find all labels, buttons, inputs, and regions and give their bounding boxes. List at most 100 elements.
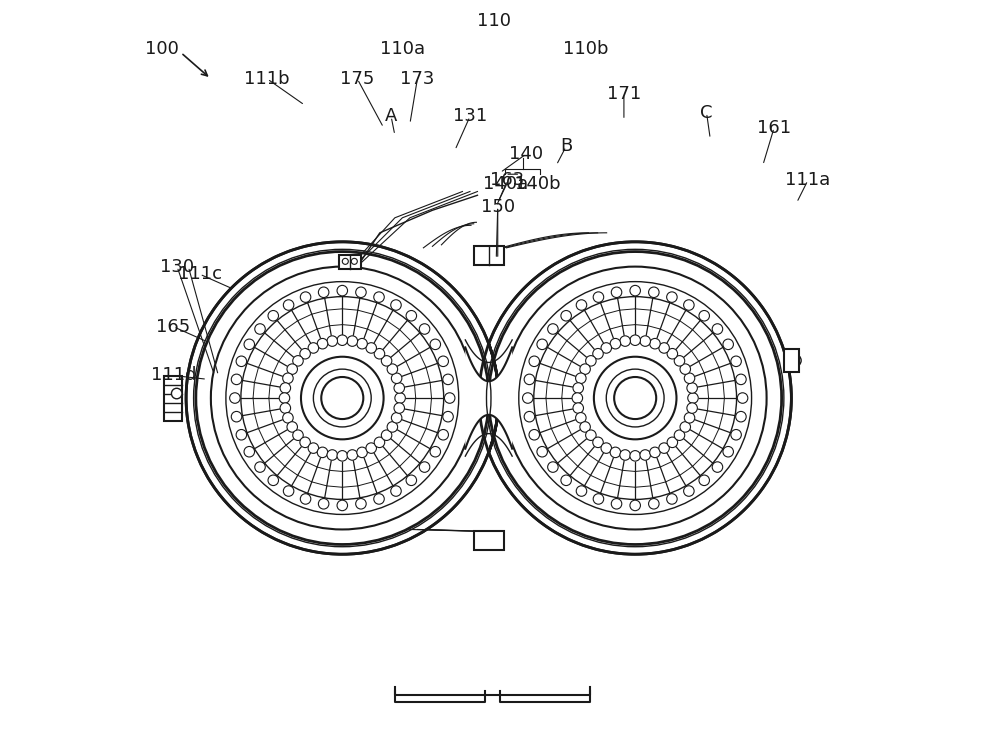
Circle shape bbox=[580, 364, 590, 375]
Circle shape bbox=[293, 430, 303, 440]
Circle shape bbox=[680, 364, 691, 375]
Circle shape bbox=[391, 300, 401, 310]
Circle shape bbox=[337, 335, 348, 345]
Circle shape bbox=[317, 339, 328, 349]
Circle shape bbox=[687, 383, 697, 394]
Text: 161: 161 bbox=[757, 119, 791, 137]
Circle shape bbox=[327, 336, 338, 346]
Text: 165: 165 bbox=[156, 318, 190, 336]
Circle shape bbox=[620, 336, 630, 346]
Circle shape bbox=[351, 258, 357, 264]
Circle shape bbox=[327, 450, 338, 460]
Circle shape bbox=[366, 443, 376, 454]
Circle shape bbox=[667, 437, 678, 448]
Circle shape bbox=[268, 310, 279, 321]
Text: C: C bbox=[700, 104, 713, 122]
Circle shape bbox=[381, 430, 392, 440]
Circle shape bbox=[321, 377, 363, 419]
Circle shape bbox=[318, 287, 329, 297]
Circle shape bbox=[391, 412, 402, 423]
Circle shape bbox=[337, 500, 348, 511]
Circle shape bbox=[283, 412, 293, 423]
Text: 111a: 111a bbox=[785, 171, 831, 189]
Circle shape bbox=[573, 403, 583, 413]
FancyBboxPatch shape bbox=[474, 532, 504, 550]
Circle shape bbox=[347, 450, 358, 460]
Circle shape bbox=[443, 374, 453, 385]
Circle shape bbox=[712, 324, 723, 334]
Circle shape bbox=[576, 486, 587, 496]
Circle shape bbox=[610, 447, 621, 457]
Circle shape bbox=[576, 412, 586, 423]
Circle shape bbox=[287, 422, 297, 433]
Circle shape bbox=[387, 364, 398, 375]
Circle shape bbox=[394, 403, 404, 413]
Circle shape bbox=[374, 348, 385, 359]
Circle shape bbox=[737, 393, 748, 403]
Circle shape bbox=[593, 437, 603, 448]
Circle shape bbox=[524, 412, 535, 422]
Circle shape bbox=[280, 403, 291, 413]
Text: 150: 150 bbox=[481, 198, 515, 216]
Text: 163: 163 bbox=[490, 171, 525, 189]
Circle shape bbox=[366, 342, 376, 353]
Circle shape bbox=[640, 336, 650, 346]
Circle shape bbox=[230, 393, 240, 403]
Circle shape bbox=[337, 285, 348, 296]
Circle shape bbox=[308, 443, 319, 454]
Circle shape bbox=[419, 324, 430, 334]
Circle shape bbox=[231, 412, 242, 422]
Circle shape bbox=[280, 383, 291, 394]
Circle shape bbox=[438, 356, 448, 366]
Circle shape bbox=[601, 342, 612, 353]
Circle shape bbox=[255, 462, 265, 472]
Circle shape bbox=[580, 422, 590, 433]
Circle shape bbox=[561, 475, 571, 486]
Circle shape bbox=[561, 310, 571, 321]
Circle shape bbox=[640, 450, 650, 460]
Circle shape bbox=[537, 339, 547, 350]
Circle shape bbox=[529, 430, 540, 440]
Circle shape bbox=[712, 462, 723, 472]
Circle shape bbox=[593, 292, 604, 303]
Circle shape bbox=[318, 499, 329, 509]
Circle shape bbox=[268, 475, 279, 486]
Circle shape bbox=[630, 285, 640, 296]
FancyBboxPatch shape bbox=[164, 376, 182, 421]
Circle shape bbox=[283, 486, 294, 496]
Text: 140a: 140a bbox=[483, 175, 528, 193]
Circle shape bbox=[674, 356, 685, 366]
Circle shape bbox=[391, 373, 402, 384]
Polygon shape bbox=[465, 348, 512, 448]
Text: 130: 130 bbox=[160, 258, 194, 276]
Circle shape bbox=[659, 342, 669, 353]
Circle shape bbox=[374, 292, 384, 303]
Circle shape bbox=[601, 443, 612, 454]
Circle shape bbox=[650, 447, 660, 457]
Circle shape bbox=[438, 430, 448, 440]
Circle shape bbox=[576, 300, 587, 310]
Circle shape bbox=[406, 475, 417, 486]
Circle shape bbox=[684, 373, 695, 384]
Circle shape bbox=[419, 462, 430, 472]
Text: 111d: 111d bbox=[151, 366, 196, 385]
Circle shape bbox=[667, 493, 677, 504]
Circle shape bbox=[430, 339, 441, 350]
Circle shape bbox=[736, 412, 746, 422]
Text: 173: 173 bbox=[400, 70, 435, 88]
Circle shape bbox=[244, 446, 255, 457]
Circle shape bbox=[576, 373, 586, 384]
Text: 100: 100 bbox=[145, 40, 179, 58]
Circle shape bbox=[300, 493, 311, 504]
Circle shape bbox=[347, 336, 358, 346]
Circle shape bbox=[614, 377, 656, 419]
Circle shape bbox=[317, 447, 328, 457]
Text: 110b: 110b bbox=[563, 40, 608, 58]
Circle shape bbox=[684, 486, 694, 496]
Circle shape bbox=[356, 499, 366, 509]
Circle shape bbox=[723, 339, 733, 350]
Circle shape bbox=[680, 422, 691, 433]
Circle shape bbox=[394, 383, 404, 394]
Circle shape bbox=[610, 339, 621, 349]
Circle shape bbox=[630, 335, 640, 345]
